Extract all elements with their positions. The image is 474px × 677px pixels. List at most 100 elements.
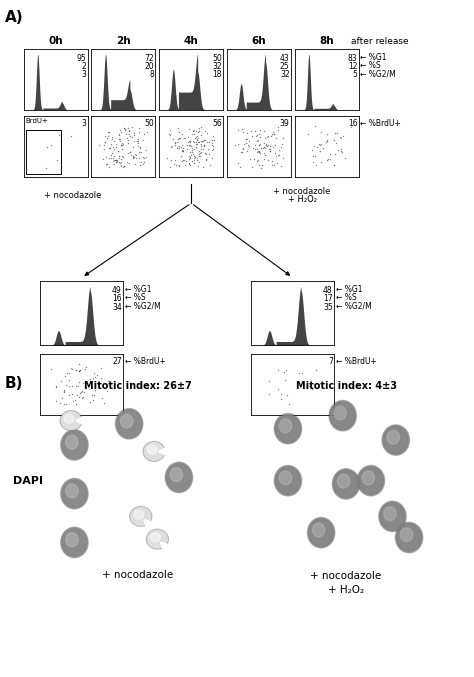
Point <box>193 154 201 165</box>
Point <box>201 135 209 146</box>
Point <box>338 147 346 158</box>
Point <box>271 148 279 159</box>
Point <box>279 133 287 144</box>
Ellipse shape <box>395 523 423 552</box>
Point <box>269 142 277 153</box>
Point <box>263 139 270 150</box>
Point <box>73 389 81 400</box>
Point <box>125 158 132 169</box>
Point <box>299 368 306 378</box>
Point <box>188 142 196 153</box>
Ellipse shape <box>61 412 81 429</box>
Point <box>186 135 194 146</box>
Point <box>253 144 261 155</box>
Point <box>264 139 272 150</box>
Point <box>171 140 179 151</box>
Point <box>99 154 107 165</box>
Point <box>124 148 131 158</box>
Point <box>274 122 282 133</box>
Ellipse shape <box>165 462 192 493</box>
Point <box>119 139 127 150</box>
Ellipse shape <box>147 530 167 548</box>
Point <box>52 395 60 406</box>
Point <box>254 135 262 146</box>
Point <box>330 159 338 170</box>
Point <box>166 162 174 173</box>
Point <box>255 155 262 166</box>
Point <box>57 136 65 147</box>
Text: 2: 2 <box>82 62 86 71</box>
Point <box>186 158 193 169</box>
Point <box>309 145 316 156</box>
Point <box>205 137 213 148</box>
Point <box>112 155 120 166</box>
Ellipse shape <box>330 402 355 429</box>
Point <box>189 125 196 136</box>
Point <box>120 161 128 172</box>
Point <box>263 141 271 152</box>
Ellipse shape <box>401 528 413 542</box>
Point <box>186 160 194 171</box>
Point <box>198 136 205 147</box>
Point <box>270 159 277 170</box>
Point <box>67 131 75 141</box>
Text: 12: 12 <box>348 62 357 71</box>
Point <box>311 150 319 161</box>
Point <box>103 159 111 170</box>
Text: 5: 5 <box>353 70 357 79</box>
Point <box>189 129 196 139</box>
Text: + nocodazole: + nocodazole <box>310 571 382 582</box>
Point <box>60 399 68 410</box>
Point <box>279 153 287 164</box>
Text: ← %S: ← %S <box>336 293 356 302</box>
Point <box>90 368 98 378</box>
Point <box>125 125 133 135</box>
Ellipse shape <box>274 414 301 444</box>
Point <box>98 392 105 403</box>
Ellipse shape <box>60 411 82 431</box>
Text: 32: 32 <box>212 62 222 71</box>
Point <box>78 385 86 396</box>
Point <box>112 156 120 167</box>
Point <box>69 396 77 407</box>
Point <box>166 130 174 141</box>
Point <box>182 160 189 171</box>
Point <box>192 131 200 142</box>
Point <box>178 145 186 156</box>
Point <box>82 362 90 373</box>
Point <box>209 131 217 141</box>
Point <box>256 132 264 143</box>
Point <box>100 140 108 151</box>
Point <box>90 373 97 384</box>
Point <box>130 152 138 162</box>
Point <box>255 139 263 150</box>
Point <box>117 160 125 171</box>
Point <box>316 139 324 150</box>
Point <box>200 162 207 173</box>
Point <box>76 365 84 376</box>
Point <box>252 126 259 137</box>
Point <box>261 148 268 159</box>
Text: 20: 20 <box>145 62 154 71</box>
Text: 3: 3 <box>82 70 86 79</box>
Point <box>196 150 203 161</box>
Point <box>191 152 198 163</box>
Text: 2h: 2h <box>116 36 131 46</box>
Ellipse shape <box>61 479 88 509</box>
Point <box>169 134 177 145</box>
Point <box>126 147 134 158</box>
Point <box>107 152 115 163</box>
Point <box>135 133 142 144</box>
Ellipse shape <box>275 467 301 494</box>
Point <box>113 157 120 168</box>
Point <box>186 147 193 158</box>
Point <box>273 158 281 169</box>
Point <box>81 387 88 398</box>
Point <box>133 153 140 164</box>
Point <box>58 393 65 403</box>
Point <box>122 129 129 139</box>
Point <box>202 155 210 166</box>
Text: A): A) <box>5 10 23 25</box>
Point <box>108 133 115 144</box>
Text: 8: 8 <box>149 70 154 79</box>
